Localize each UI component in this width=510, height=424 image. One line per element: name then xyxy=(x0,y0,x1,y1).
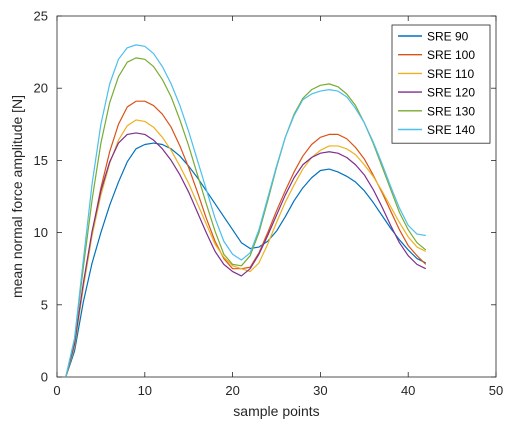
series-lines xyxy=(65,44,427,378)
x-tick-label: 40 xyxy=(401,383,415,398)
legend-label: SRE 90 xyxy=(427,30,469,44)
x-axis-label: sample points xyxy=(233,403,319,419)
y-tick-label: 20 xyxy=(34,81,48,96)
legend: SRE 90 SRE 100 SRE 110 SRE 120 SRE 130 SRE 14… xyxy=(391,24,491,144)
x-tick-label: 10 xyxy=(138,383,152,398)
series-line-sre-100 xyxy=(65,100,427,378)
series-line-sre-120 xyxy=(65,132,427,378)
y-tick-label: 5 xyxy=(41,297,48,312)
y-tick-label: 0 xyxy=(41,370,48,385)
y-tick-label: 25 xyxy=(34,9,48,24)
series-line-sre-90 xyxy=(65,142,427,378)
series-line-sre-140 xyxy=(65,44,426,378)
y-tick-label: 15 xyxy=(34,153,48,168)
y-tick-label: 10 xyxy=(34,225,48,240)
axis-ticks: 0 10 20 30 40 50 0 5 10 15 20 25 xyxy=(34,9,504,399)
x-tick-label: 50 xyxy=(489,383,503,398)
legend-box xyxy=(391,24,491,144)
series-line-sre-110 xyxy=(65,119,427,378)
x-tick-label: 30 xyxy=(313,383,327,398)
legend-label: SRE 110 xyxy=(427,67,474,81)
x-tick-label: 20 xyxy=(225,383,239,398)
legend-label: SRE 130 xyxy=(427,104,475,118)
legend-label: SRE 100 xyxy=(427,48,475,62)
x-tick-label: 0 xyxy=(53,383,60,398)
legend-label: SRE 140 xyxy=(427,123,475,137)
y-axis-label: mean normal force amplitude [N] xyxy=(9,95,25,298)
legend-label: SRE 120 xyxy=(427,86,475,100)
